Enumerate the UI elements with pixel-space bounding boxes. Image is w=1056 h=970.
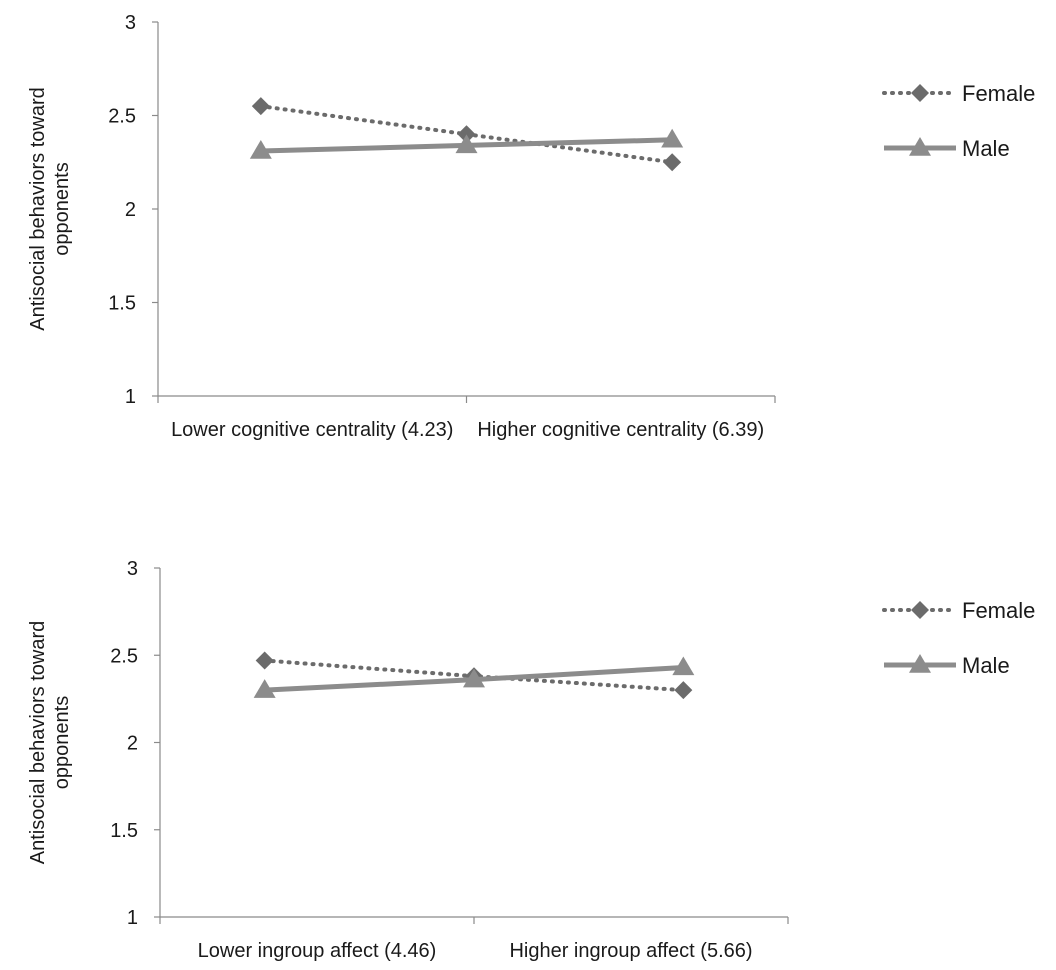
- y-tick-label: 2.5: [110, 645, 138, 667]
- y-tick-label: 2.5: [108, 106, 136, 128]
- y-tick-label: 3: [127, 558, 138, 580]
- y-axis-label-line: opponents: [51, 162, 73, 255]
- legend-marker-diamond: [911, 84, 929, 102]
- legend-marker-diamond: [911, 601, 929, 619]
- x-category-label: Higher ingroup affect (5.66): [509, 940, 752, 962]
- y-axis-label: Antisocial behaviors toward opponents: [27, 621, 73, 864]
- y-tick-label: 1.5: [108, 293, 136, 315]
- data-point-triangle: [672, 656, 695, 676]
- legend-marker-triangle: [909, 137, 931, 156]
- legend-marker-triangle: [909, 654, 931, 673]
- data-point-diamond: [674, 681, 693, 700]
- data-point-diamond: [457, 125, 476, 144]
- data-point-triangle: [661, 128, 684, 148]
- data-point-diamond: [251, 97, 270, 116]
- x-category-label: Lower cognitive centrality (4.23): [171, 419, 453, 441]
- legend-label: Male: [962, 136, 1010, 161]
- x-category-label: Lower ingroup affect (4.46): [198, 940, 437, 962]
- data-point-diamond: [663, 153, 682, 172]
- legend-label: Female: [962, 81, 1035, 106]
- y-axis-label: Antisocial behaviors toward opponents: [27, 87, 73, 330]
- legend-label: Male: [962, 653, 1010, 678]
- x-category-label: Higher cognitive centrality (6.39): [477, 419, 764, 441]
- line-chart-ingroup-affect: 1 1.5 2 2.5 3 Lower ingroup affect (4.46) High…: [27, 558, 1035, 962]
- line-chart-cognitive-centrality: 1 1.5 2 2.5 3 Lower cognitive centrality (4.2…: [27, 12, 1035, 441]
- data-point-triangle: [463, 668, 485, 688]
- data-point-diamond: [255, 651, 274, 670]
- y-axis-label-line: Antisocial behaviors toward: [27, 621, 49, 864]
- y-tick-label: 2: [125, 199, 136, 221]
- data-point-triangle: [253, 679, 276, 698]
- y-tick-label: 2: [127, 733, 138, 755]
- y-tick-label: 3: [125, 12, 136, 34]
- data-point-triangle: [249, 140, 272, 159]
- y-axis-label-line: Antisocial behaviors toward: [27, 87, 49, 330]
- data-point-triangle: [455, 134, 478, 154]
- y-tick-label: 1: [127, 907, 138, 929]
- y-tick-label: 1: [125, 386, 136, 408]
- legend-label: Female: [962, 598, 1035, 623]
- y-tick-label: 1.5: [110, 820, 138, 842]
- y-axis-label-line: opponents: [51, 696, 73, 789]
